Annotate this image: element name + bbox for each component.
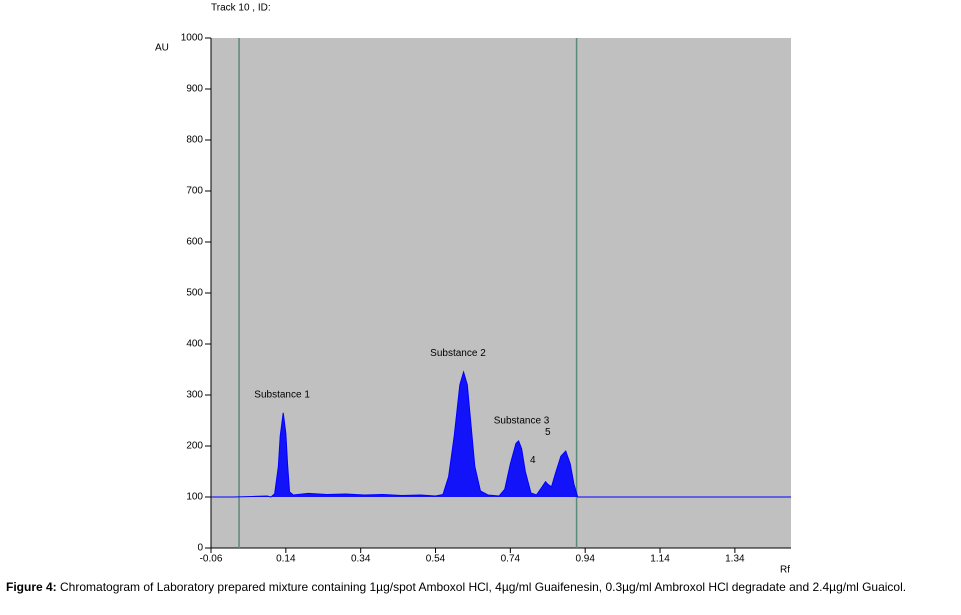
caption-text: Chromatogram of Laboratory prepared mixt…: [60, 580, 907, 594]
y-tick-label: 200: [186, 441, 203, 452]
annotation: 5: [545, 427, 551, 438]
y-tick-label: 400: [186, 339, 203, 350]
caption: Figure 4: Chromatogram of Laboratory pre…: [6, 581, 952, 594]
caption-label: Figure 4:: [6, 580, 57, 594]
x-axis-label: Rf: [780, 565, 790, 576]
x-tick-label: 0.94: [575, 554, 595, 565]
x-tick-label: 0.54: [426, 554, 446, 565]
y-tick-label: 100: [186, 492, 203, 503]
y-tick-label: 0: [197, 543, 203, 554]
chart-title: Track 10 , ID:: [211, 3, 271, 14]
y-tick-label: 500: [186, 288, 203, 299]
x-tick-label: 0.34: [351, 554, 371, 565]
x-tick-label: 0.74: [501, 554, 521, 565]
chart: Track 10 , ID: AU Rf 0 100 200 300 400 500 600…: [155, 3, 791, 576]
y-tick-label: 300: [186, 390, 203, 401]
x-tick-label: 1.34: [725, 554, 745, 565]
y-tick-label: 600: [186, 237, 203, 248]
trace-line: [211, 370, 791, 498]
plot-area: [211, 38, 791, 548]
annotation: 4: [530, 455, 536, 466]
x-tick-label: 0.14: [276, 554, 296, 565]
annotation: Substance 3: [494, 416, 550, 427]
x-tick-label: 1.14: [650, 554, 670, 565]
y-axis-label: AU: [155, 43, 169, 54]
y-tick-label: 900: [186, 84, 203, 95]
x-tick-label: -0.06: [200, 554, 223, 565]
y-tick-label: 1000: [181, 33, 204, 44]
y-tick-label: 700: [186, 186, 203, 197]
y-tick-label: 800: [186, 135, 203, 146]
annotation: Substance 2: [430, 348, 486, 359]
annotation: Substance 1: [254, 390, 310, 401]
